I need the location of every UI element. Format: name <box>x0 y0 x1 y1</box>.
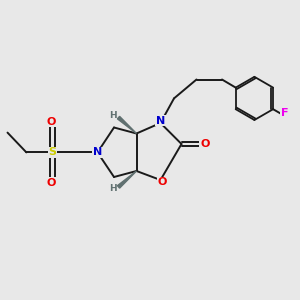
Text: H: H <box>109 184 117 193</box>
Text: S: S <box>49 147 56 158</box>
Text: O: O <box>46 116 56 127</box>
Polygon shape <box>117 171 136 188</box>
Text: N: N <box>156 116 165 126</box>
Text: O: O <box>200 139 210 149</box>
Text: N: N <box>93 147 102 158</box>
Polygon shape <box>117 116 136 134</box>
Text: H: H <box>109 111 117 120</box>
Text: F: F <box>280 108 288 118</box>
Text: O: O <box>46 178 56 188</box>
Text: O: O <box>157 177 167 188</box>
